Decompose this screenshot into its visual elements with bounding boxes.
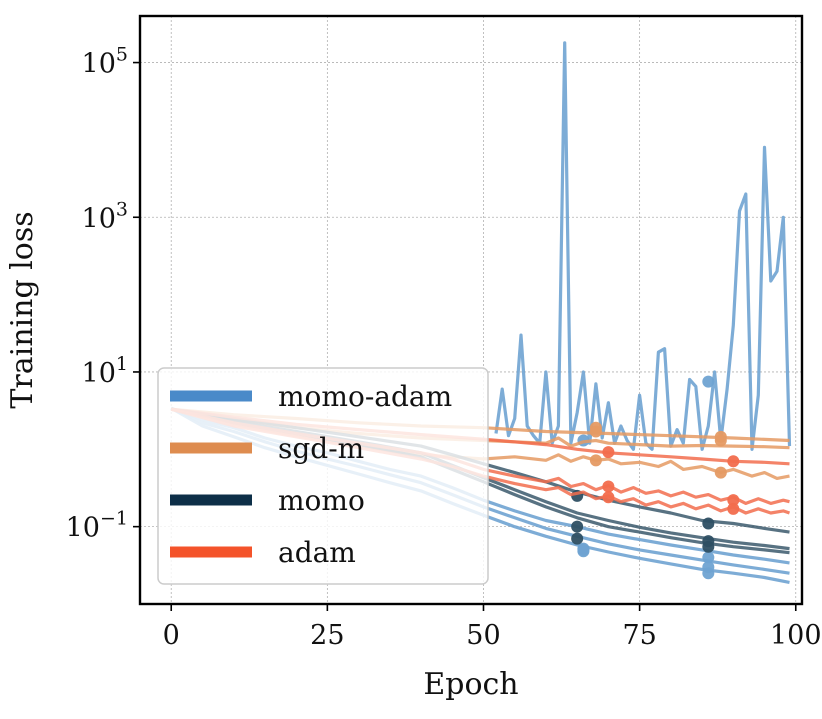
x-tick-label: 0 — [163, 620, 180, 651]
series-marker-adam — [602, 480, 615, 493]
series-marker-sgd-m — [589, 454, 602, 467]
series-marker-adam — [602, 446, 615, 459]
series-line-momo-adam — [494, 41, 792, 451]
y-tick-label: 103 — [82, 198, 128, 234]
legend-label: momo-adam — [278, 380, 452, 413]
legend-label: sgd-m — [278, 432, 364, 465]
series-marker-momo-adam — [702, 375, 715, 388]
y-tick-label: 101 — [82, 353, 128, 389]
x-tick-label: 50 — [466, 620, 500, 651]
series-marker-adam — [727, 494, 740, 507]
legend: momo-adam sgd-m momo adam — [157, 367, 489, 585]
x-tick-label: 75 — [622, 620, 656, 651]
x-tick-label: 25 — [310, 620, 344, 651]
series-marker-adam — [727, 455, 740, 468]
plot-area-frame — [138, 14, 804, 606]
x-tick-label: 100 — [770, 620, 822, 651]
y-tick-label: 105 — [82, 44, 128, 80]
series-marker-momo — [702, 535, 715, 548]
series-marker-sgd-m — [714, 466, 727, 479]
series-marker-momo — [571, 532, 584, 545]
series-marker-sgd-m — [714, 434, 727, 447]
legend-label: momo — [278, 484, 365, 517]
y-axis-label: Training loss — [5, 211, 40, 408]
series-marker-momo-adam — [702, 561, 715, 574]
series-marker-adam — [602, 491, 615, 504]
series-marker-momo — [571, 520, 584, 533]
series-marker-sgd-m — [589, 425, 602, 438]
series-marker-momo — [702, 517, 715, 530]
legend-label: adam — [278, 536, 356, 569]
x-axis-label: Epoch — [423, 667, 518, 702]
series-marker-momo-adam — [577, 543, 590, 556]
legend-box — [157, 367, 489, 585]
series-marker-adam — [727, 502, 740, 515]
